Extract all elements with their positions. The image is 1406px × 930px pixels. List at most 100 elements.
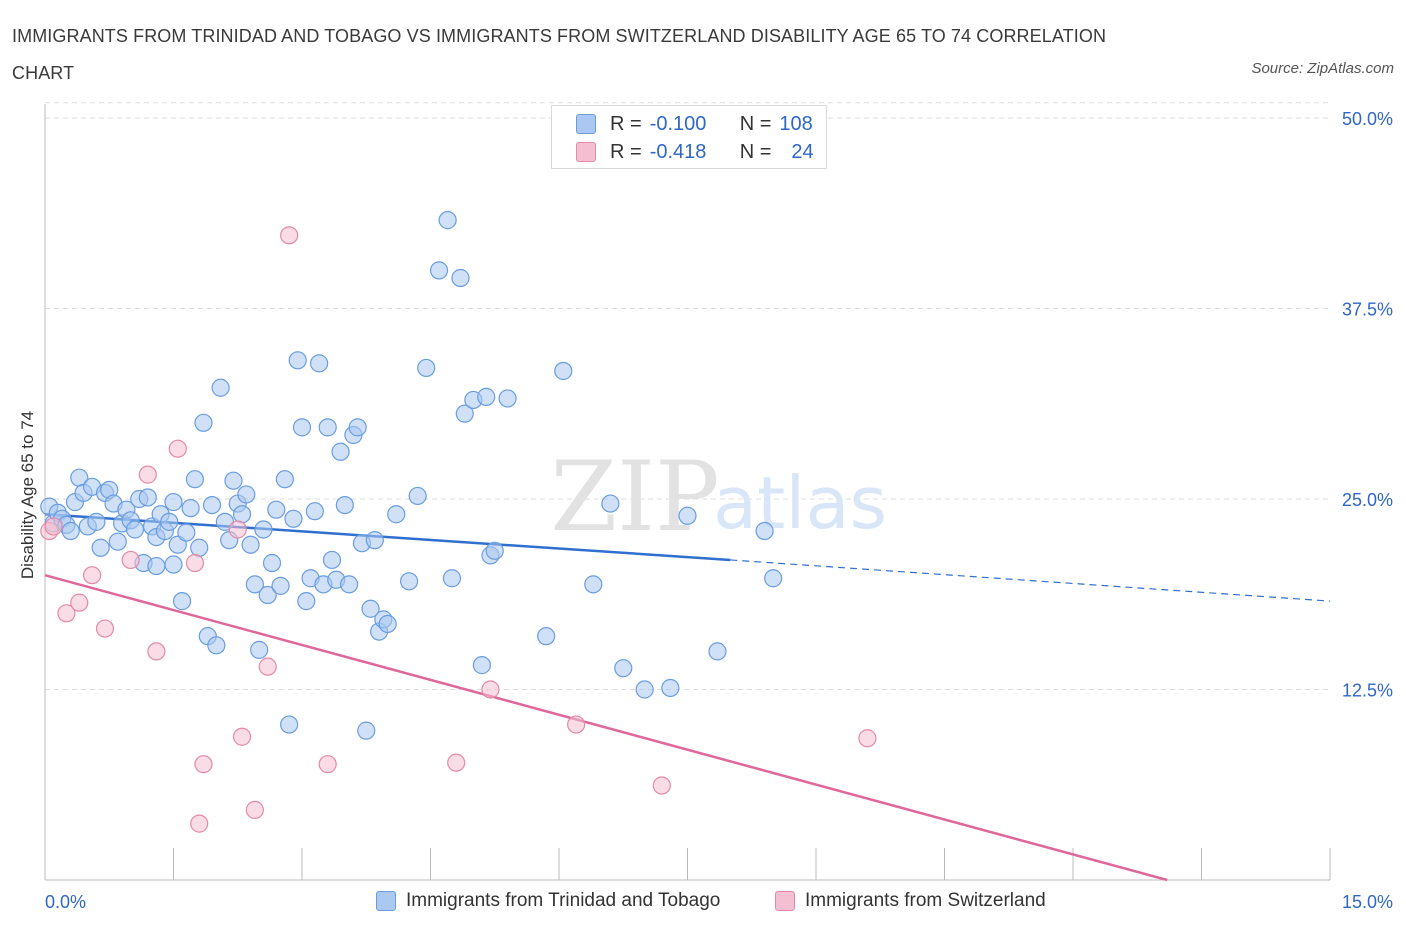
point-trinidad (194, 413, 213, 432)
point-trinidad (284, 509, 303, 528)
point-trinidad (207, 636, 226, 655)
point-switzerland (168, 439, 187, 458)
y-tick-label: 37.5% (1342, 300, 1393, 320)
point-trinidad (335, 495, 354, 515)
chart-title: IMMIGRANTS FROM TRINIDAD AND TOBAGO VS I… (12, 26, 1107, 83)
point-switzerland (858, 729, 877, 748)
point-trinidad (755, 521, 774, 541)
point-switzerland (481, 680, 500, 699)
series-swatch-blue (376, 891, 396, 911)
watermark: ZIP atlas (550, 441, 887, 553)
y-tick-label: 50.0% (1342, 109, 1393, 129)
legend-row-trinidad: R = -0.100 N = 108 (576, 112, 813, 136)
y-tick-label: 25.0% (1342, 490, 1393, 510)
trend-line-switzerland (44, 573, 1168, 882)
point-trinidad (237, 485, 256, 504)
point-trinidad (661, 678, 680, 698)
point-trinidad (485, 541, 504, 560)
tick-labels: 12.5% 25.0% 37.5% 50.0% 0.0% 15.0% (45, 109, 1393, 912)
legend-n-label: N = (739, 140, 772, 163)
point-trinidad (340, 575, 359, 594)
y-axis-label: Disability Age 65 to 74 (18, 410, 37, 580)
point-trinidad (378, 614, 397, 634)
point-trinidad (262, 553, 282, 573)
point-switzerland (70, 593, 89, 612)
series-swatch-pink (775, 891, 795, 911)
point-trinidad (164, 555, 183, 574)
point-trinidad (477, 387, 496, 406)
stats-legend: R = -0.100 N = 108 R = -0.418 N = 24 (551, 105, 827, 169)
point-trinidad (537, 627, 556, 646)
point-trinidad (254, 520, 273, 539)
point-switzerland (258, 657, 277, 676)
point-trinidad (232, 505, 252, 524)
point-trinidad (91, 538, 110, 557)
point-switzerland (280, 226, 299, 245)
legend-swatch-pink (576, 142, 596, 162)
x-tick-label: 15.0% (1342, 892, 1393, 912)
point-trinidad (190, 538, 209, 557)
point-trinidad (185, 470, 205, 489)
point-trinidad (365, 531, 384, 550)
series-legend-switzerland: Immigrants from Switzerland (775, 890, 1046, 912)
trend-line-trinidad-extension (730, 559, 1331, 602)
source-label: Source: ZipAtlas.com (1251, 60, 1394, 77)
point-trinidad (678, 506, 697, 525)
series-label: Immigrants from Trinidad and Tobago (406, 890, 721, 911)
point-switzerland (232, 727, 252, 746)
point-trinidad (417, 358, 436, 378)
legend-n-value: 108 (779, 112, 813, 135)
point-switzerland (447, 753, 466, 772)
point-trinidad (211, 378, 230, 397)
point-trinidad (601, 494, 620, 513)
point-trinidad (292, 418, 312, 437)
point-trinidad (125, 520, 145, 539)
point-trinidad (241, 535, 260, 554)
point-trinidad (442, 569, 462, 588)
point-switzerland (57, 604, 76, 623)
point-trinidad (160, 512, 179, 531)
point-switzerland (194, 755, 213, 774)
point-trinidad (455, 404, 474, 423)
legend-n-value: 24 (791, 140, 814, 163)
point-trinidad (387, 505, 406, 524)
watermark-atlas: atlas (713, 461, 887, 545)
point-switzerland (44, 517, 63, 536)
point-trinidad (331, 442, 350, 461)
point-trinidad (297, 592, 316, 611)
point-trinidad (399, 572, 419, 591)
watermark-zip: ZIP (550, 441, 719, 553)
point-trinidad (451, 268, 470, 288)
point-trinidad (271, 576, 290, 595)
trend-lines (44, 512, 1331, 882)
point-trinidad (181, 499, 200, 518)
point-switzerland (138, 465, 157, 484)
point-trinidad (635, 680, 654, 699)
point-trinidad (258, 585, 277, 605)
point-trinidad (87, 512, 106, 531)
point-trinidad (429, 261, 449, 280)
legend-row-switzerland: R = -0.418 N = 24 (576, 140, 814, 164)
legend-n-label: N = (739, 112, 772, 135)
legend-swatch-blue (576, 114, 596, 134)
point-trinidad (318, 418, 337, 437)
point-trinidad (61, 521, 80, 541)
legend-r-label: R = (610, 112, 642, 135)
point-trinidad (408, 486, 427, 506)
point-trinidad (554, 361, 573, 381)
point-trinidad (224, 471, 243, 490)
series-label: Immigrants from Switzerland (805, 890, 1046, 911)
point-trinidad (584, 575, 603, 594)
legend-r-label: R = (610, 140, 642, 163)
data-points (40, 211, 877, 833)
point-trinidad (280, 715, 299, 734)
point-trinidad (250, 640, 269, 659)
point-trinidad (275, 470, 294, 489)
point-trinidad (202, 495, 222, 515)
point-trinidad (267, 500, 286, 519)
point-trinidad (164, 492, 183, 512)
point-trinidad (708, 642, 727, 661)
point-switzerland (147, 642, 166, 661)
point-switzerland (190, 814, 209, 833)
